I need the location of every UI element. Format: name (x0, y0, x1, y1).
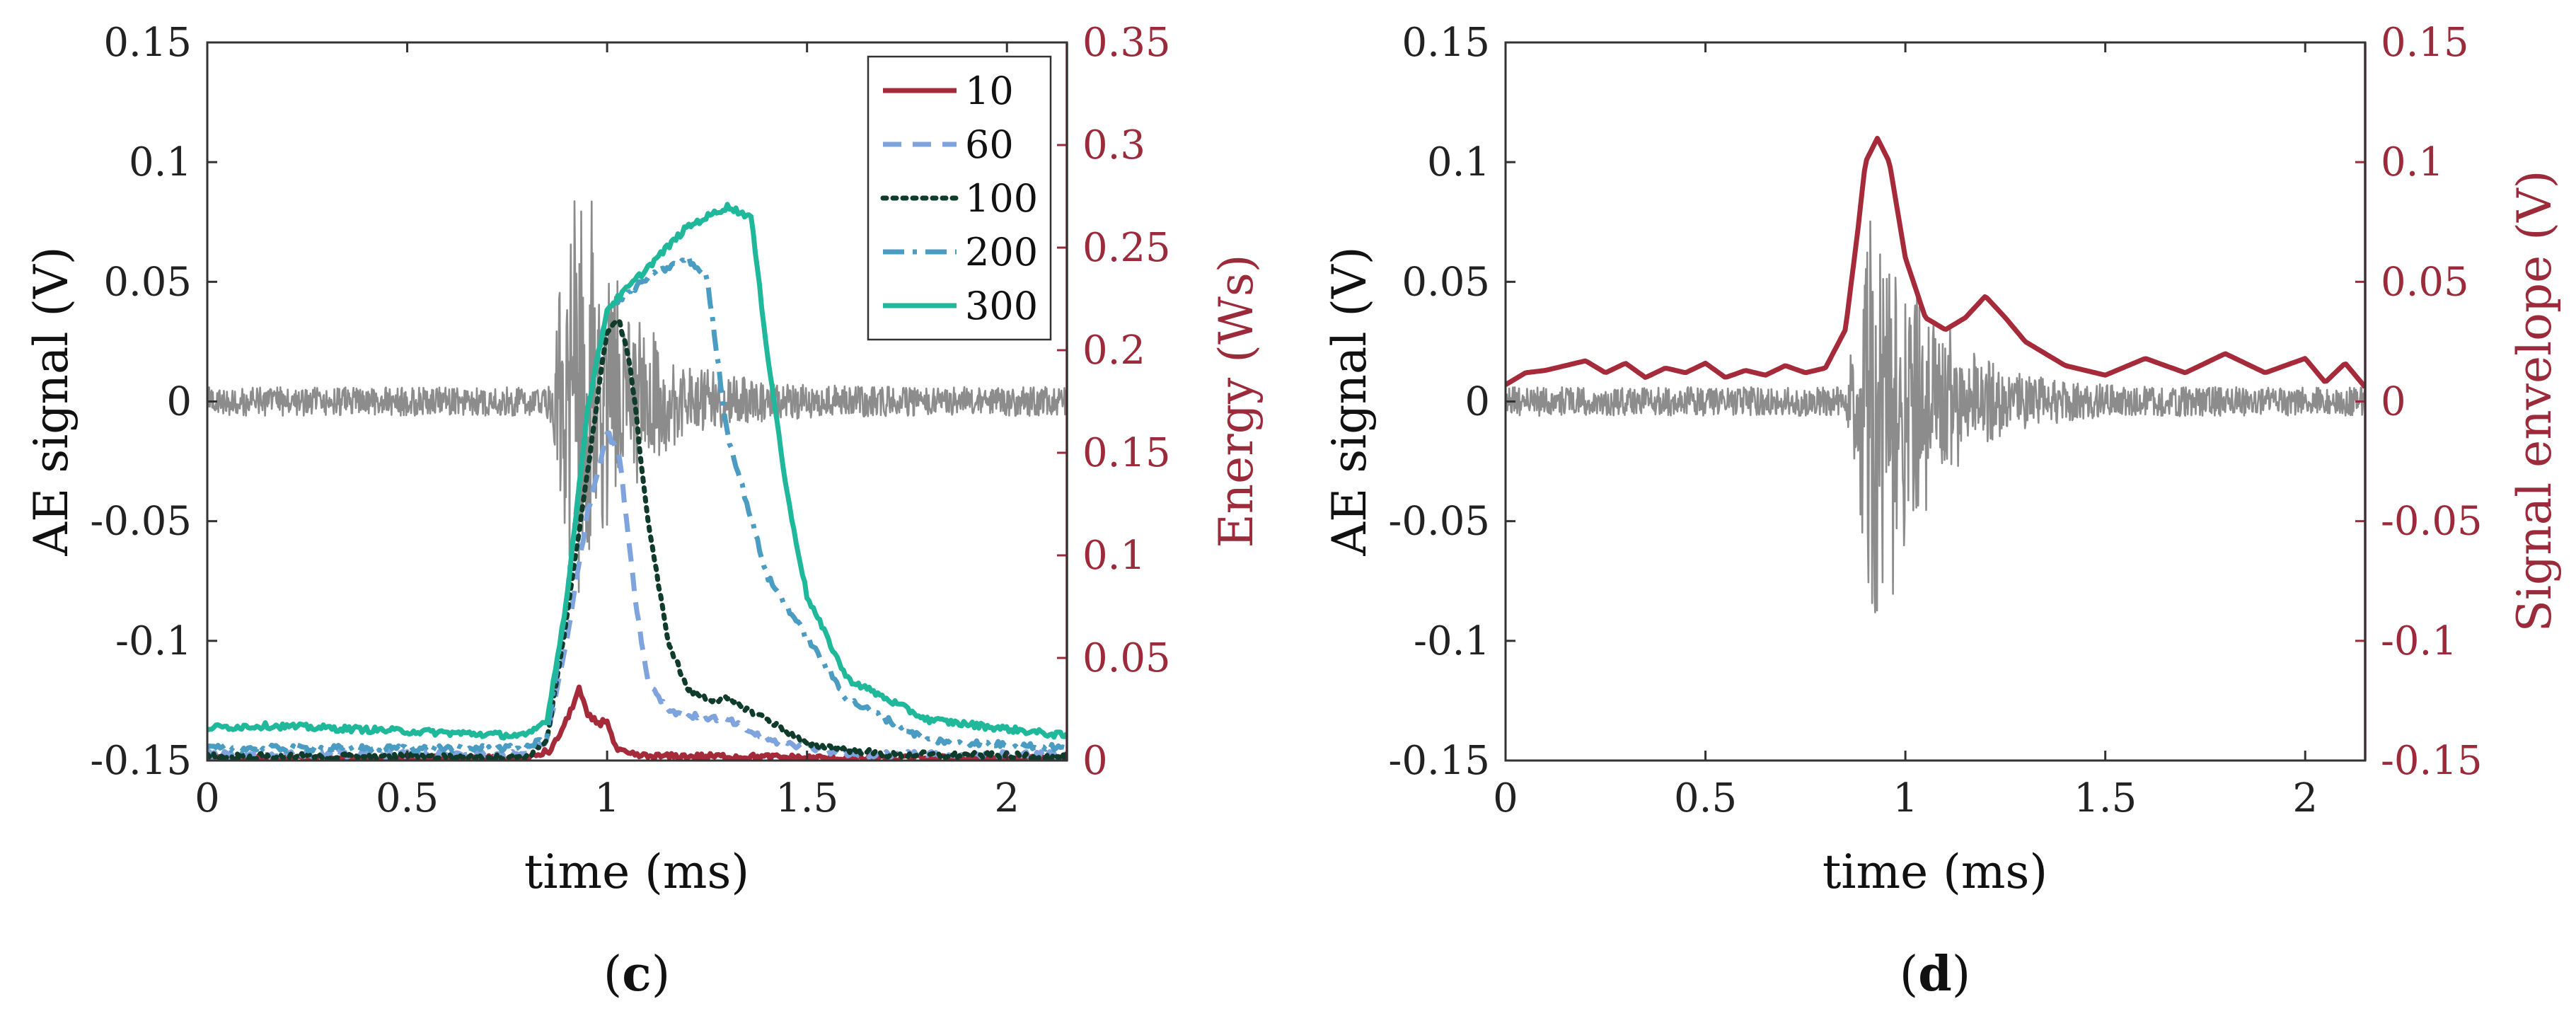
panel-d-xtick-label: 1 (1893, 775, 1918, 821)
legend-label-200: 200 (965, 230, 1038, 274)
legend-label-300: 300 (965, 284, 1038, 328)
panel-d-y2tick-label: 0 (2381, 379, 2406, 425)
panel-c-ytick-label: -0.15 (90, 738, 192, 784)
panel-c-y2tick-label: 0 (1082, 738, 1108, 784)
panel-c-series-100-line (207, 317, 1067, 761)
panel-c-caption: (c) (603, 946, 670, 1002)
panel-d-caption-close: ) (1952, 947, 1971, 1002)
panel-d-plot-area: 0 0.5 1 1.5 2 -0.15 -0.1 -0.05 0 0.05 0.1 0.15 -0.15… (1388, 20, 2482, 821)
panel-c-y2tick-label: 0.15 (1082, 430, 1171, 476)
panel-c-y2label: Energy (Ws) (1209, 254, 1264, 548)
panel-c-plot-area: 0 0.5 1 1.5 2 -0.15 -0.1 -0.05 0 0.05 0.1 0.15 0 0.05… (90, 20, 1170, 821)
panel-c-y2tick-label: 0.1 (1082, 533, 1145, 579)
panel-c-y2tick-label: 0.3 (1082, 122, 1145, 168)
panel-c-xtick-label: 2 (994, 775, 1020, 821)
panel-c-ytick-label: 0 (166, 379, 192, 425)
panel-c-ytick-label: 0.05 (103, 259, 192, 305)
panel-c-caption-close: ) (652, 947, 671, 1002)
panel-c-y2tick-label: 0.35 (1082, 20, 1171, 66)
panel-c-y2tick-label: 0.25 (1082, 225, 1171, 271)
panel-d-ae-signal-line (1506, 220, 2365, 613)
panel-c-y2tick-label: 0.05 (1082, 635, 1171, 681)
panel-d-xtick-label: 1.5 (2074, 775, 2137, 821)
panel-d-ytick-label: 0.15 (1402, 20, 1490, 66)
panel-d-caption-open: ( (1900, 947, 1919, 1002)
panel-c-caption-open: ( (603, 947, 623, 1002)
panel-c-series-group (207, 200, 1067, 761)
panel-c-xtick-label: 1.5 (775, 775, 838, 821)
panel-d-ytick-label: -0.1 (1414, 618, 1490, 664)
panel-c-xtick-label: 0 (195, 775, 220, 821)
panel-d-ytick-label: 0 (1465, 379, 1490, 425)
panel-c-xlabel: time (ms) (524, 845, 749, 899)
panel-d-y2label: Signal envelope (V) (2507, 170, 2562, 632)
panel-d-y2tick-label: 0.1 (2381, 139, 2444, 185)
panel-c-axes-box (206, 41, 1068, 762)
panel-d-axes-box (1504, 41, 2367, 762)
panel-d-ytick-label: -0.05 (1388, 499, 1490, 545)
panel-c-xtick-label: 1 (594, 775, 620, 821)
panel-d-xtick-label: 0 (1493, 775, 1518, 821)
panel-c-ae-signal-line (207, 200, 1067, 594)
panel-d-y2tick-label: -0.15 (2381, 738, 2483, 784)
panel-d-ytick-label: 0.1 (1427, 139, 1490, 185)
panel-c-y2tick-label: 0.2 (1082, 328, 1145, 374)
panel-d-y2tick-label: -0.05 (2381, 499, 2483, 545)
panel-c-ytick-label: 0.15 (103, 20, 192, 66)
panel-d-ylabel: AE signal (V) (1322, 246, 1377, 556)
panel-c-legend: 10 60 100 200 300 (867, 55, 1052, 341)
panel-c-ylabel: AE signal (V) (24, 246, 79, 556)
panel-d-xlabel: time (ms) (1823, 845, 2047, 899)
panel-d-xtick-label: 2 (2292, 775, 2318, 821)
panel-c-ytick-label: -0.1 (115, 618, 192, 664)
panel-d-series-signal-envelope-line (1506, 136, 2365, 389)
panel-d-y2tick-label: 0.15 (2381, 20, 2469, 66)
legend-label-10: 10 (965, 69, 1014, 113)
panel-c-series-200-line (207, 254, 1067, 754)
panel-d: 0 0.5 1 1.5 2 -0.15 -0.1 -0.05 0 0.05 0.1 0.15 -0.15… (1322, 20, 2562, 1002)
panel-d-caption: (d) (1900, 946, 1971, 1002)
panel-c-xtick-label: 0.5 (376, 775, 439, 821)
panel-d-y2tick-label: 0.05 (2381, 259, 2469, 305)
panel-c-caption-letter: c (622, 946, 651, 1002)
panel-c-series-300-line (207, 202, 1067, 741)
panel-d-y2tick-label: -0.1 (2381, 618, 2457, 664)
panel-d-ytick-label: -0.15 (1388, 738, 1490, 784)
panel-c-ytick-label: -0.05 (90, 499, 192, 545)
panel-c-ytick-label: 0.1 (129, 139, 192, 185)
panel-d-series-group (1506, 136, 2365, 613)
legend-label-100: 100 (965, 176, 1038, 221)
panel-d-ytick-label: 0.05 (1402, 259, 1490, 305)
panel-c: 0 0.5 1 1.5 2 -0.15 -0.1 -0.05 0 0.05 0.1 0.15 0 0.05… (24, 20, 1264, 1002)
panel-d-xtick-label: 0.5 (1674, 775, 1737, 821)
legend-label-60: 60 (965, 122, 1014, 167)
panel-d-caption-letter: d (1918, 946, 1952, 1002)
